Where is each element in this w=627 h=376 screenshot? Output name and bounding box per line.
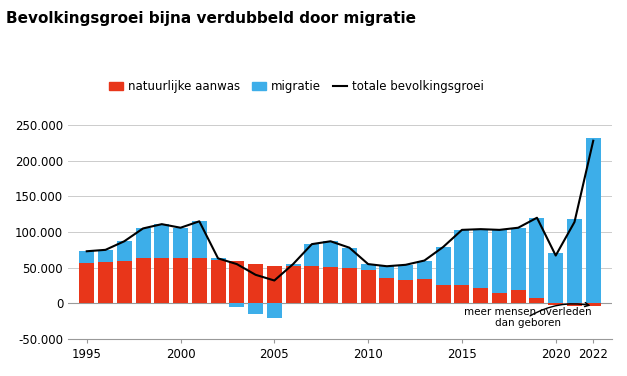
Bar bbox=[586, 138, 601, 303]
Bar bbox=[135, 229, 150, 258]
Bar bbox=[417, 261, 432, 279]
Bar bbox=[379, 277, 394, 303]
Bar bbox=[323, 267, 338, 303]
Bar bbox=[548, 303, 563, 305]
Bar bbox=[117, 261, 132, 303]
Bar bbox=[285, 266, 300, 303]
Bar bbox=[267, 266, 282, 303]
Bar bbox=[98, 262, 113, 303]
Bar bbox=[436, 285, 451, 303]
Bar bbox=[567, 219, 582, 303]
Bar bbox=[79, 263, 94, 303]
Bar bbox=[79, 251, 94, 263]
Bar bbox=[248, 264, 263, 303]
Bar bbox=[323, 241, 338, 267]
Bar bbox=[511, 228, 525, 291]
Bar bbox=[248, 303, 263, 314]
Bar bbox=[473, 288, 488, 303]
Bar bbox=[211, 260, 226, 303]
Bar bbox=[154, 258, 169, 303]
Bar bbox=[417, 279, 432, 303]
Bar bbox=[173, 258, 188, 303]
Bar bbox=[361, 264, 376, 270]
Bar bbox=[285, 264, 300, 266]
Text: Bevolkingsgroei bijna verdubbeld door migratie: Bevolkingsgroei bijna verdubbeld door mi… bbox=[6, 11, 416, 26]
Bar bbox=[173, 228, 188, 258]
Text: meer mensen overleden
dan geboren: meer mensen overleden dan geboren bbox=[464, 303, 591, 328]
Bar bbox=[436, 247, 451, 285]
Bar bbox=[492, 293, 507, 303]
Bar bbox=[398, 265, 413, 280]
Bar bbox=[342, 248, 357, 268]
Bar bbox=[455, 230, 470, 285]
Bar bbox=[304, 265, 319, 303]
Bar bbox=[473, 229, 488, 288]
Bar bbox=[398, 280, 413, 303]
Bar bbox=[229, 303, 245, 307]
Legend: natuurlijke aanwas, migratie, totale bevolkingsgroei: natuurlijke aanwas, migratie, totale bev… bbox=[105, 75, 488, 98]
Bar bbox=[529, 298, 544, 303]
Bar bbox=[529, 218, 544, 298]
Bar bbox=[192, 221, 207, 258]
Bar bbox=[192, 258, 207, 303]
Bar bbox=[117, 241, 132, 261]
Bar bbox=[211, 258, 226, 260]
Bar bbox=[567, 303, 582, 306]
Bar bbox=[361, 270, 376, 303]
Bar bbox=[511, 291, 525, 303]
Bar bbox=[267, 303, 282, 318]
Bar bbox=[492, 230, 507, 293]
Bar bbox=[342, 268, 357, 303]
Bar bbox=[548, 253, 563, 303]
Bar bbox=[98, 250, 113, 262]
Bar bbox=[379, 266, 394, 277]
Bar bbox=[304, 244, 319, 265]
Bar bbox=[229, 261, 245, 303]
Bar bbox=[455, 285, 470, 303]
Bar bbox=[586, 303, 601, 306]
Bar bbox=[154, 224, 169, 258]
Bar bbox=[135, 258, 150, 303]
